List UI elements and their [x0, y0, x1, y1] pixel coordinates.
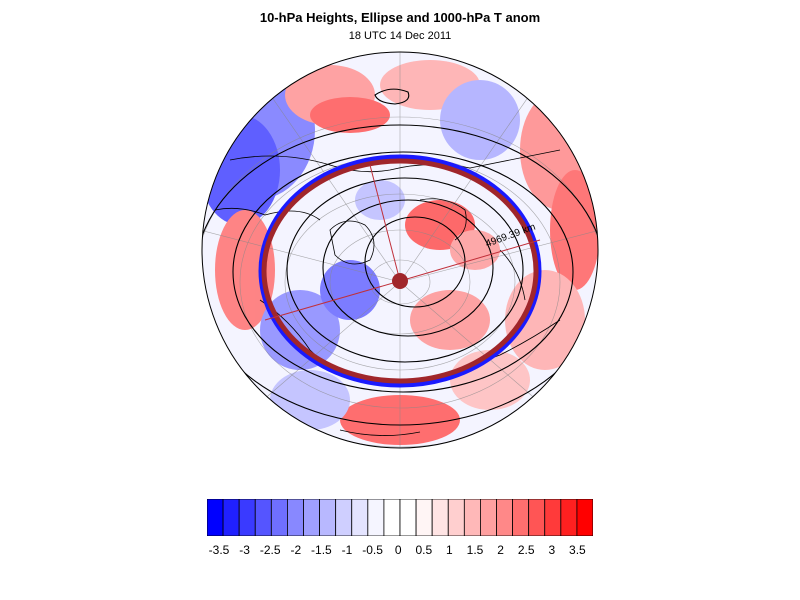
colorbar [207, 499, 593, 536]
colorbar-tick-label: 0 [394, 543, 402, 557]
colorbar-swatch [222, 499, 240, 536]
colorbar-tick-label: 2.5 [517, 543, 535, 557]
colorbar-swatch [238, 499, 256, 536]
colorbar-swatch [447, 499, 465, 536]
colorbar-swatch [254, 499, 272, 536]
colorbar-swatch [367, 499, 385, 536]
colorbar-tick-label: 3.5 [569, 543, 586, 557]
ellipse-major-axis [399, 239, 541, 282]
colorbar-tick-label: -2.5 [259, 543, 281, 557]
colorbar-tick-label: 3 [548, 543, 556, 557]
colorbar-swatch [480, 499, 497, 536]
globe [202, 52, 598, 448]
colorbar-swatch [287, 499, 304, 536]
colorbar-swatch [576, 499, 593, 536]
colorbar-swatch [512, 499, 530, 536]
map-title: 10-hPa Heights, Ellipse and 1000-hPa T a… [259, 10, 541, 25]
colorbar-tick-label: -1 [341, 543, 353, 557]
colorbar-tick-label: 2 [497, 543, 504, 557]
colorbar-swatch [463, 499, 481, 536]
colorbar-swatch [560, 499, 578, 536]
map-subtitle: 18 UTC 14 Dec 2011 [348, 30, 452, 42]
ellipse-center-marker [392, 273, 408, 289]
colorbar-tick-label: 0.5 [415, 543, 433, 557]
colorbar-swatch [270, 499, 288, 536]
colorbar-tick-label: -2 [290, 543, 302, 557]
colorbar-swatch [496, 499, 513, 536]
colorbar-tick-label: -1.5 [311, 543, 332, 557]
colorbar-swatch [399, 499, 417, 536]
globe-outline [201, 51, 599, 449]
colorbar-tick-label: 1.5 [466, 543, 484, 557]
ellipse-minor-axis [369, 164, 401, 282]
colorbar-swatch [303, 499, 320, 536]
colorbar-swatch [351, 499, 369, 536]
colorbar-swatch [431, 499, 449, 536]
colorbar-tick-label: 1 [446, 543, 453, 557]
colorbar-swatch [335, 499, 353, 536]
colorbar-swatch [319, 499, 337, 536]
colorbar-swatch [544, 499, 562, 536]
colorbar-swatch [528, 499, 546, 536]
colorbar-labels: -3.5 -3 -2.5 -2 -1.5 -1 -0.5 0 0.5 1 1.5 2 2.5 3 3.5 [0, 543, 800, 563]
colorbar-swatch [207, 499, 224, 536]
ellipse-major-axis-extension [264, 280, 401, 321]
colorbar-swatch [383, 499, 401, 536]
colorbar-tick-label: -3.5 [208, 543, 230, 557]
colorbar-swatch [415, 499, 433, 536]
fitted-ellipse [261, 158, 539, 384]
blue-contour-band [258, 154, 542, 388]
colorbar-tick-label: -0.5 [362, 543, 383, 557]
colorbar-tick-label: -3 [239, 543, 250, 557]
